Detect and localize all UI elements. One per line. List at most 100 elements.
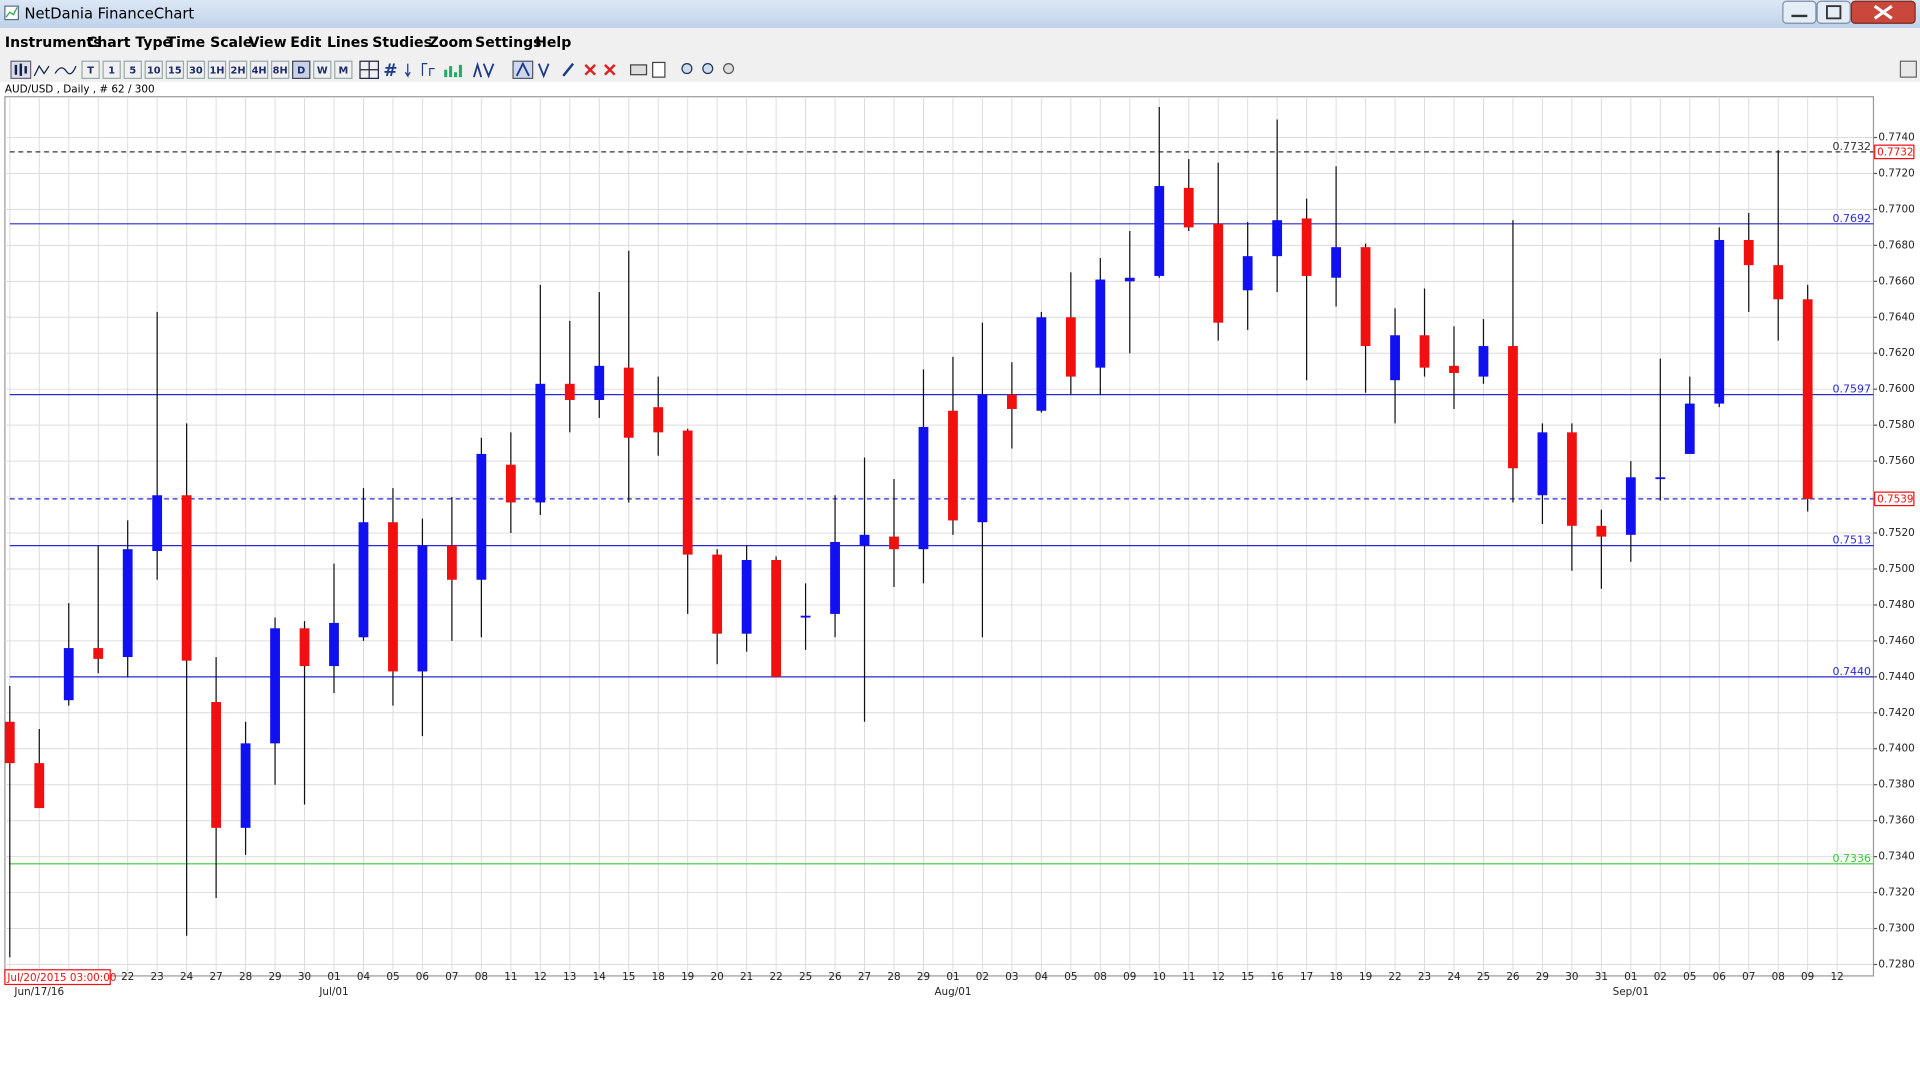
menu-item[interactable]: Help bbox=[535, 35, 571, 51]
channel-icon[interactable] bbox=[537, 63, 550, 79]
candle-body bbox=[1508, 346, 1518, 469]
x-tick-label: 17 bbox=[1300, 971, 1313, 983]
bar-icon[interactable] bbox=[33, 64, 50, 77]
menu-item[interactable]: Lines bbox=[327, 35, 369, 51]
candle-body bbox=[240, 743, 251, 828]
timescale-button[interactable] bbox=[228, 60, 248, 79]
x-tick-label: 12 bbox=[1212, 971, 1225, 983]
x-tick-label: 30 bbox=[1565, 971, 1578, 983]
timescale-label: M bbox=[338, 65, 348, 76]
panel-button[interactable] bbox=[1899, 60, 1917, 78]
candle-body bbox=[889, 536, 899, 550]
zoom-in-icon[interactable] bbox=[681, 63, 693, 75]
pen-icon[interactable] bbox=[562, 62, 575, 77]
timescale-button[interactable] bbox=[144, 60, 163, 79]
timescale-button[interactable] bbox=[292, 60, 311, 79]
volume-icon[interactable] bbox=[444, 64, 462, 78]
y-tick-label: 0.7460 bbox=[1878, 635, 1914, 647]
level-caption: 0.7597 bbox=[1832, 383, 1871, 396]
y-tick-label: 0.7720 bbox=[1878, 167, 1914, 179]
x-tick-label: 09 bbox=[1801, 971, 1814, 983]
x-tick-label: 25 bbox=[799, 971, 812, 983]
steps-icon[interactable] bbox=[421, 63, 435, 76]
x-tick-label: 24 bbox=[180, 971, 194, 983]
x-tick-label: 29 bbox=[917, 971, 930, 983]
x-tick-label: 06 bbox=[416, 971, 429, 983]
candle-body bbox=[1036, 317, 1047, 411]
menu-bar bbox=[0, 28, 1920, 58]
candle-body bbox=[1124, 277, 1135, 282]
x-tick-label: 18 bbox=[1329, 971, 1342, 983]
timescale-button[interactable] bbox=[165, 60, 185, 79]
y-tick-label: 0.7300 bbox=[1878, 923, 1914, 935]
month-label: Jun/17/16 bbox=[13, 986, 64, 998]
menu-item[interactable]: Time Scale bbox=[167, 35, 253, 51]
crosshair-icon bbox=[360, 61, 379, 79]
scale-icon[interactable] bbox=[404, 63, 411, 78]
zoom-out-icon[interactable] bbox=[702, 63, 714, 75]
trend-icon[interactable] bbox=[472, 61, 495, 79]
candle-body bbox=[682, 430, 693, 555]
print-icon[interactable] bbox=[630, 64, 648, 76]
menu-item[interactable]: View bbox=[249, 35, 287, 51]
grid-button[interactable]: # bbox=[383, 61, 397, 81]
candle-body bbox=[476, 453, 487, 580]
x-tick-label: 01 bbox=[1624, 971, 1637, 983]
timescale-label: 4H bbox=[252, 65, 267, 76]
x-tick-label: 29 bbox=[268, 971, 281, 983]
x-tick-label: 13 bbox=[563, 971, 576, 983]
candle-body bbox=[830, 542, 840, 614]
x-tick-label: 10 bbox=[1153, 971, 1166, 983]
timescale-button[interactable] bbox=[102, 60, 121, 79]
candle-body bbox=[417, 545, 428, 672]
candle-body bbox=[4, 721, 15, 764]
timescale-button[interactable] bbox=[270, 60, 290, 79]
menu-item[interactable]: Zoom bbox=[429, 35, 473, 51]
y-tick-label: 0.7420 bbox=[1878, 707, 1914, 719]
preview-icon[interactable] bbox=[652, 61, 666, 78]
menu-item[interactable]: Instruments bbox=[5, 35, 102, 51]
candle-body bbox=[1625, 477, 1636, 535]
x-tick-label: 11 bbox=[1182, 971, 1195, 983]
line-icon[interactable] bbox=[54, 65, 77, 75]
candle-body bbox=[977, 394, 988, 523]
x-tick-label: 04 bbox=[1035, 971, 1049, 983]
level-tag bbox=[1874, 144, 1915, 160]
minimize-button[interactable] bbox=[1782, 0, 1817, 24]
candle-body bbox=[771, 559, 782, 677]
y-tick-label: 0.7640 bbox=[1878, 311, 1914, 323]
timescale-label: 1H bbox=[209, 65, 224, 76]
timescale-button[interactable] bbox=[123, 60, 142, 79]
x-tick-label: 22 bbox=[121, 971, 134, 983]
delete-icon[interactable] bbox=[584, 64, 596, 76]
timescale-button[interactable] bbox=[81, 60, 100, 79]
timescale-button[interactable] bbox=[334, 60, 353, 79]
level-caption: 0.7440 bbox=[1832, 665, 1871, 678]
x-tick-label: 01 bbox=[946, 971, 959, 983]
y-tick-label: 0.7620 bbox=[1878, 347, 1914, 359]
candle-body bbox=[1183, 187, 1194, 228]
close-icon bbox=[1873, 4, 1893, 20]
timescale-button[interactable] bbox=[207, 60, 227, 79]
candle-body bbox=[1301, 218, 1312, 276]
candle-body bbox=[741, 559, 752, 634]
x-tick-label: 16 bbox=[1271, 971, 1284, 983]
maximize-button[interactable] bbox=[1816, 0, 1851, 24]
candle-body bbox=[1773, 265, 1784, 300]
timescale-button[interactable] bbox=[186, 60, 206, 79]
menu-item[interactable]: Studies bbox=[372, 35, 432, 51]
timescale-button[interactable] bbox=[313, 60, 332, 79]
candle-body bbox=[948, 410, 958, 521]
delete-all-icon[interactable] bbox=[604, 64, 616, 76]
x-tick-label: 20 bbox=[711, 971, 724, 983]
timescale-button[interactable] bbox=[249, 60, 269, 79]
candle-body bbox=[1714, 239, 1725, 404]
menu-item[interactable]: Chart Type bbox=[87, 35, 172, 51]
zoom-reset-icon[interactable] bbox=[723, 63, 735, 75]
menu-item[interactable]: Settings bbox=[475, 35, 541, 51]
y-tick-label: 0.7280 bbox=[1878, 958, 1914, 970]
menu-item[interactable]: Edit bbox=[290, 35, 322, 51]
y-tick-label: 0.7660 bbox=[1878, 275, 1914, 287]
